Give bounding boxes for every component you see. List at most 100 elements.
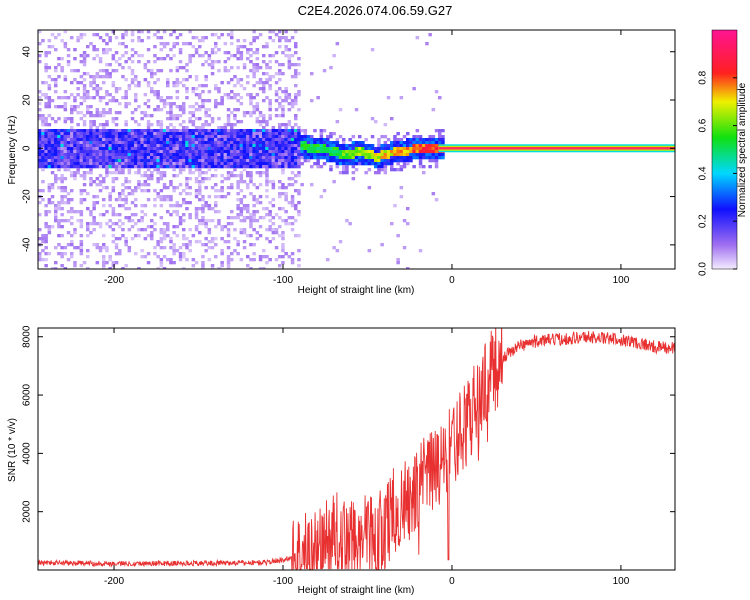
spectrogram-cell	[214, 147, 218, 151]
colorbar-label: Normalized spectral amplitude	[737, 82, 748, 217]
spectrogram-cell	[255, 141, 260, 145]
spectrogram-cell	[367, 159, 372, 163]
spectrogram-cell	[153, 204, 157, 208]
spectrogram-cell	[338, 135, 343, 139]
spectrogram-cell	[47, 132, 52, 136]
spectrogram-cell	[252, 159, 256, 163]
spectrogram-cell	[271, 228, 276, 232]
spectrogram-cell	[86, 249, 90, 253]
spectrogram-cell	[242, 66, 247, 70]
spectrogram-cell	[268, 153, 272, 157]
spectrogram-cell	[111, 156, 116, 160]
spectrogram-cell	[233, 108, 237, 112]
spectrogram-cell	[268, 147, 272, 151]
spectrogram-cell	[409, 153, 413, 157]
spectrogram-cell	[137, 180, 141, 184]
spectrogram-cell	[294, 135, 298, 139]
spectrogram-cell	[268, 117, 272, 121]
spectrogram-cell	[262, 114, 266, 118]
spectrogram-cell	[284, 192, 288, 196]
spectrogram-cell	[150, 132, 154, 136]
spectrogram-cell	[210, 174, 215, 178]
spectrogram-cell	[124, 156, 128, 160]
spectrogram-cell	[188, 249, 192, 253]
spectrogram-cell	[230, 33, 234, 37]
spectrogram-cell	[41, 120, 45, 124]
spectrogram-cell	[137, 132, 141, 136]
spectrogram-cell	[102, 198, 106, 202]
spectrogram-cell	[258, 144, 263, 148]
spectrogram-cell	[265, 228, 269, 232]
spectrogram-cell	[258, 138, 263, 142]
spectrogram-cell	[172, 225, 176, 229]
spectrogram-cell	[156, 105, 160, 109]
spectrogram-cell	[114, 90, 119, 94]
spectrogram-cell	[393, 135, 397, 139]
spectrogram-cell	[255, 198, 260, 202]
spectrogram-cell	[217, 60, 221, 64]
spectrogram-cell	[134, 96, 138, 100]
spectrogram-cell	[95, 33, 100, 37]
spectrogram-cell	[140, 150, 144, 154]
spectrogram-cell	[332, 132, 336, 136]
spectrogram-cell	[383, 141, 388, 145]
spectrogram-cell	[76, 219, 80, 223]
spectrogram-cell	[41, 81, 45, 85]
spectrogram-cell	[383, 171, 388, 175]
spectrogram-cell	[150, 123, 154, 127]
spectrogram-cell	[233, 132, 237, 136]
spectrogram-cell	[92, 48, 96, 52]
spectrogram-cell	[351, 144, 356, 148]
spectrogram-cell	[214, 132, 218, 136]
spectrogram-cell	[223, 141, 228, 145]
spectrogram-cell	[239, 153, 244, 157]
spectrogram-cell	[79, 156, 84, 160]
spectrogram-cell	[102, 180, 106, 184]
spectrogram-cell	[233, 93, 237, 97]
spectrogram-cell	[425, 156, 429, 160]
spectrogram-cell	[322, 189, 327, 193]
spectrogram-cell	[294, 69, 298, 73]
spectrogram-cell	[220, 141, 224, 145]
spectrogram-cell	[118, 147, 122, 151]
spectrogram-cell	[223, 147, 228, 151]
spectrogram-cell	[214, 105, 218, 109]
spectrogram-cell	[252, 75, 256, 79]
spectrogram-cell	[188, 54, 192, 58]
spectrogram-cell	[198, 39, 202, 43]
spectrogram-cell	[204, 135, 208, 139]
spectrogram-cell	[278, 126, 282, 130]
spectrogram-cell	[287, 255, 292, 259]
spectrogram-cell	[63, 177, 68, 181]
spectrogram-cell	[79, 174, 84, 178]
spectrogram-cell	[82, 57, 87, 61]
spectrogram-cell	[278, 72, 282, 76]
spectrogram-cell	[431, 135, 436, 139]
spectrogram-cell	[38, 156, 42, 160]
spectrogram-cell	[188, 117, 192, 121]
spectrogram-cell	[310, 141, 314, 145]
spectrogram-cell	[102, 141, 106, 145]
spectrogram-cell	[82, 63, 87, 67]
spectrogram-cell	[63, 117, 68, 121]
spectrogram-cell	[236, 99, 240, 103]
spectrogram-cell	[44, 237, 48, 241]
spectrogram-cell	[242, 63, 247, 67]
spectrogram-cell	[220, 261, 224, 265]
spectrogram-cell	[326, 147, 330, 151]
spectrogram-cell	[82, 261, 87, 265]
spectrogram-cell	[86, 96, 90, 100]
spectrogram-cell	[38, 117, 42, 121]
spectrogram-cell	[194, 165, 199, 169]
spectrogram-cell	[60, 105, 64, 109]
spectrogram-cell	[297, 150, 301, 154]
spectrogram-cell	[249, 165, 253, 169]
spectrogram-cell	[300, 183, 304, 187]
spectrogram-cell	[434, 198, 439, 202]
spectrogram-cell	[102, 123, 106, 127]
spectrogram-cell	[204, 153, 208, 157]
spectrogram-cell	[428, 144, 432, 148]
spectrogram-cell	[54, 174, 58, 178]
spectrogram-cell	[143, 78, 148, 82]
spectrogram-cell	[86, 159, 90, 163]
